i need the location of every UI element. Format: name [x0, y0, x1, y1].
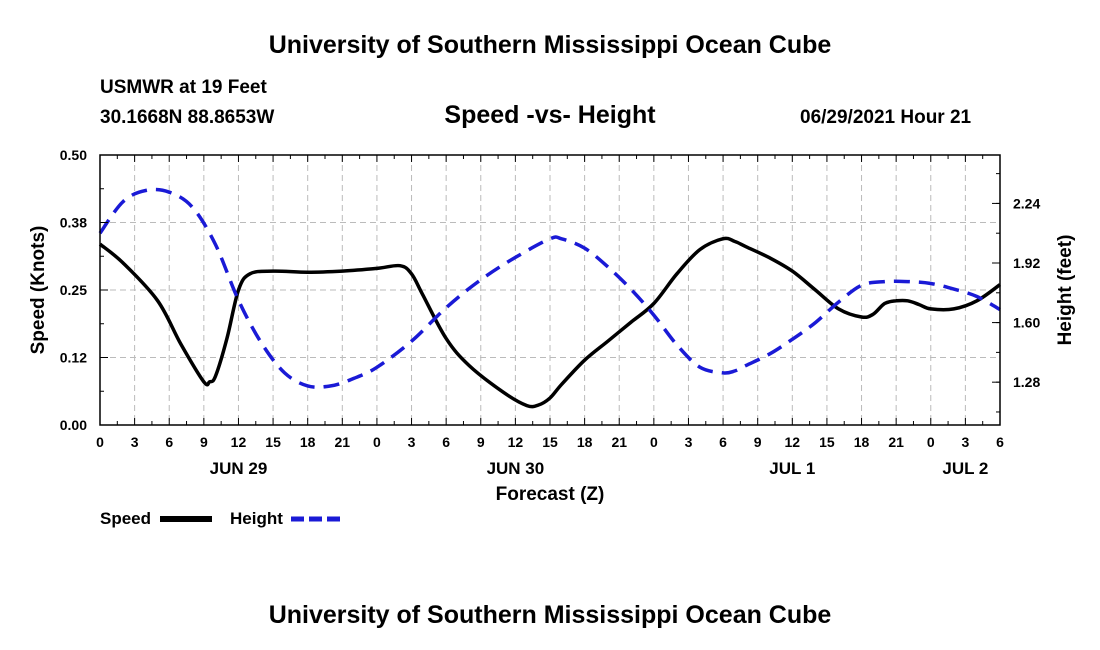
- series-line-height: [98, 187, 1001, 389]
- x-tick-label: 0: [96, 434, 104, 450]
- x-tick-label: 0: [650, 434, 658, 450]
- station-label: USMWR at 19 Feet: [100, 77, 267, 98]
- forecast-datetime: 06/29/2021 Hour 21: [800, 107, 972, 128]
- x-tick-label: 15: [542, 434, 558, 450]
- x-tick-label: 3: [685, 434, 693, 450]
- chart-subtitle: Speed -vs- Height: [444, 101, 656, 129]
- legend-height-label: Height: [230, 509, 283, 528]
- x-tick-label: 6: [442, 434, 450, 450]
- x-tick-label: 0: [927, 434, 935, 450]
- x-tick-label: 3: [131, 434, 139, 450]
- x-tick-label: 21: [611, 434, 627, 450]
- y-tick-label: 0.00: [60, 417, 87, 433]
- x-tick-label: 9: [477, 434, 485, 450]
- x-tick-label: 15: [265, 434, 281, 450]
- x-tick-label: 6: [996, 434, 1004, 450]
- x-tick-label: 6: [719, 434, 727, 450]
- y2-tick-label: 2.24: [1013, 195, 1040, 211]
- axes-layer: 0 3 6 9 12 15 18 21 0 3 6 9 12 15 18 21 0 3 6 9 12 15 18 21 0 3 6J…: [60, 147, 1041, 478]
- y2-tick-label: 1.28: [1013, 374, 1040, 390]
- x-tick-label: 6: [165, 434, 173, 450]
- y2-axis-title: Height (feet): [1055, 235, 1076, 346]
- x-tick-label: 9: [754, 434, 762, 450]
- x-tick-label: 18: [300, 434, 316, 450]
- x-tick-label: 18: [854, 434, 870, 450]
- x-tick-label: 12: [785, 434, 801, 450]
- y-tick-label: 0.25: [60, 282, 87, 298]
- x-tick-label: 12: [231, 434, 247, 450]
- x-tick-label: 0: [373, 434, 381, 450]
- x-tick-label: 21: [335, 434, 351, 450]
- y2-tick-label: 1.60: [1013, 315, 1040, 331]
- x-tick-label: 3: [961, 434, 969, 450]
- x-tick-label: 18: [577, 434, 593, 450]
- y-tick-label: 0.38: [60, 215, 87, 231]
- footer-title: University of Southern Mississippi Ocean…: [268, 601, 832, 629]
- x-tick-label: 15: [819, 434, 835, 450]
- legend-speed-label: Speed: [100, 509, 152, 528]
- x-tick-label: 21: [888, 434, 904, 450]
- y-tick-label: 0.12: [60, 350, 87, 366]
- series-layer: [98, 187, 1002, 409]
- x-tick-label: 12: [508, 434, 524, 450]
- series-line-speed: [98, 236, 1002, 409]
- x-axis-title: Forecast (Z): [496, 484, 605, 505]
- y-tick-label: 0.50: [60, 147, 87, 163]
- x-day-label: JUL 1: [769, 459, 815, 478]
- station-coordinates: 30.1668N 88.8653W: [100, 107, 275, 128]
- y-axis-title: Speed (Knots): [28, 226, 49, 355]
- x-day-label: JUL 2: [942, 459, 988, 478]
- x-tick-label: 9: [200, 434, 208, 450]
- y2-tick-label: 1.92: [1013, 255, 1040, 271]
- x-tick-label: 3: [408, 434, 416, 450]
- x-day-label: JUN 30: [487, 459, 545, 478]
- x-day-label: JUN 29: [210, 459, 268, 478]
- page-title: University of Southern Mississippi Ocean…: [268, 31, 832, 59]
